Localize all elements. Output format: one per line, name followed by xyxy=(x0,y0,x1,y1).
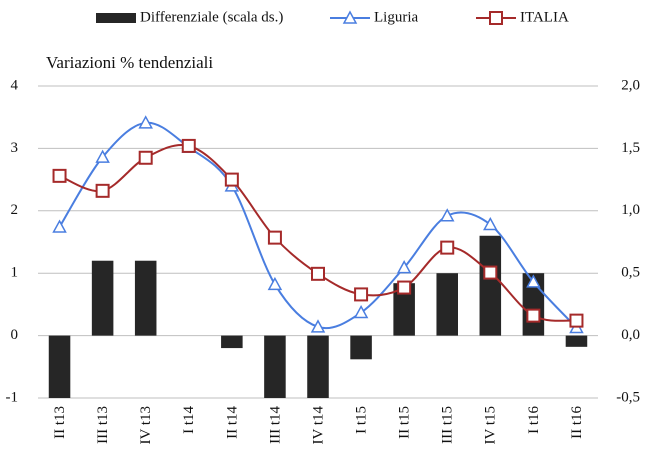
marker xyxy=(397,280,412,295)
marker xyxy=(354,287,369,302)
chart-title: Variazioni % tendenziali xyxy=(46,53,213,72)
marker xyxy=(181,138,196,153)
marker xyxy=(95,149,110,163)
x-tick-label: II t16 xyxy=(569,406,585,439)
marker xyxy=(439,208,455,222)
marker xyxy=(526,308,541,323)
bar xyxy=(264,335,286,398)
marker xyxy=(224,172,239,187)
y-tick-label: 3 xyxy=(11,140,19,156)
legend-swatch xyxy=(96,13,136,23)
legend-label: Liguria xyxy=(374,9,418,25)
marker xyxy=(267,230,282,245)
marker xyxy=(52,168,67,183)
x-tick-label: III t13 xyxy=(95,406,111,444)
y2-tick-label: 1,0 xyxy=(621,202,640,218)
x-tick-label: IV t14 xyxy=(310,406,326,445)
legend-label: ITALIA xyxy=(520,9,569,25)
bar xyxy=(393,283,415,336)
marker xyxy=(569,313,584,328)
bar xyxy=(350,335,372,360)
x-tick-label: III t14 xyxy=(267,406,283,444)
y-tick-label: 1 xyxy=(11,265,19,281)
bar xyxy=(134,260,157,336)
x-tick-label: III t15 xyxy=(440,406,456,444)
x-tick-label: I t14 xyxy=(181,406,197,434)
marker xyxy=(440,240,455,255)
marker xyxy=(310,319,326,333)
bar xyxy=(91,260,114,336)
x-tick-label: II t13 xyxy=(52,406,68,439)
marker xyxy=(138,150,153,165)
x-tick-label: I t15 xyxy=(354,406,370,434)
marker xyxy=(483,216,498,231)
y2-tick-label: 0,0 xyxy=(621,327,640,343)
marker xyxy=(267,276,283,291)
marker xyxy=(52,219,67,233)
y2-tick-label: 1,5 xyxy=(621,140,640,156)
x-tick-label: II t14 xyxy=(224,406,240,439)
y-tick-label: 4 xyxy=(11,77,19,93)
x-tick-label: IV t15 xyxy=(483,406,499,444)
y2-tick-label: 0,5 xyxy=(621,265,640,281)
x-tick-label: IV t13 xyxy=(138,406,154,444)
y2-tick-label: -0,5 xyxy=(616,389,640,405)
bar xyxy=(48,335,71,398)
bar xyxy=(565,335,588,347)
legend-label: Differenziale (scala ds.) xyxy=(140,9,283,25)
bar xyxy=(436,273,458,336)
y-tick-label: -1 xyxy=(6,389,19,405)
x-tick-label: II t15 xyxy=(397,406,413,439)
bar xyxy=(221,335,243,349)
y-tick-label: 2 xyxy=(11,202,19,218)
marker xyxy=(311,266,325,281)
legend-marker xyxy=(342,10,358,24)
bar xyxy=(479,235,502,336)
marker xyxy=(353,304,369,319)
y-tick-label: 0 xyxy=(11,327,19,343)
marker xyxy=(138,115,153,129)
marker xyxy=(396,260,412,274)
marker xyxy=(526,274,541,288)
y2-tick-label: 2,0 xyxy=(621,77,640,93)
marker xyxy=(483,265,498,280)
x-tick-label: I t16 xyxy=(526,406,542,434)
legend-marker xyxy=(489,11,503,25)
bar xyxy=(307,335,329,398)
marker xyxy=(95,183,110,198)
